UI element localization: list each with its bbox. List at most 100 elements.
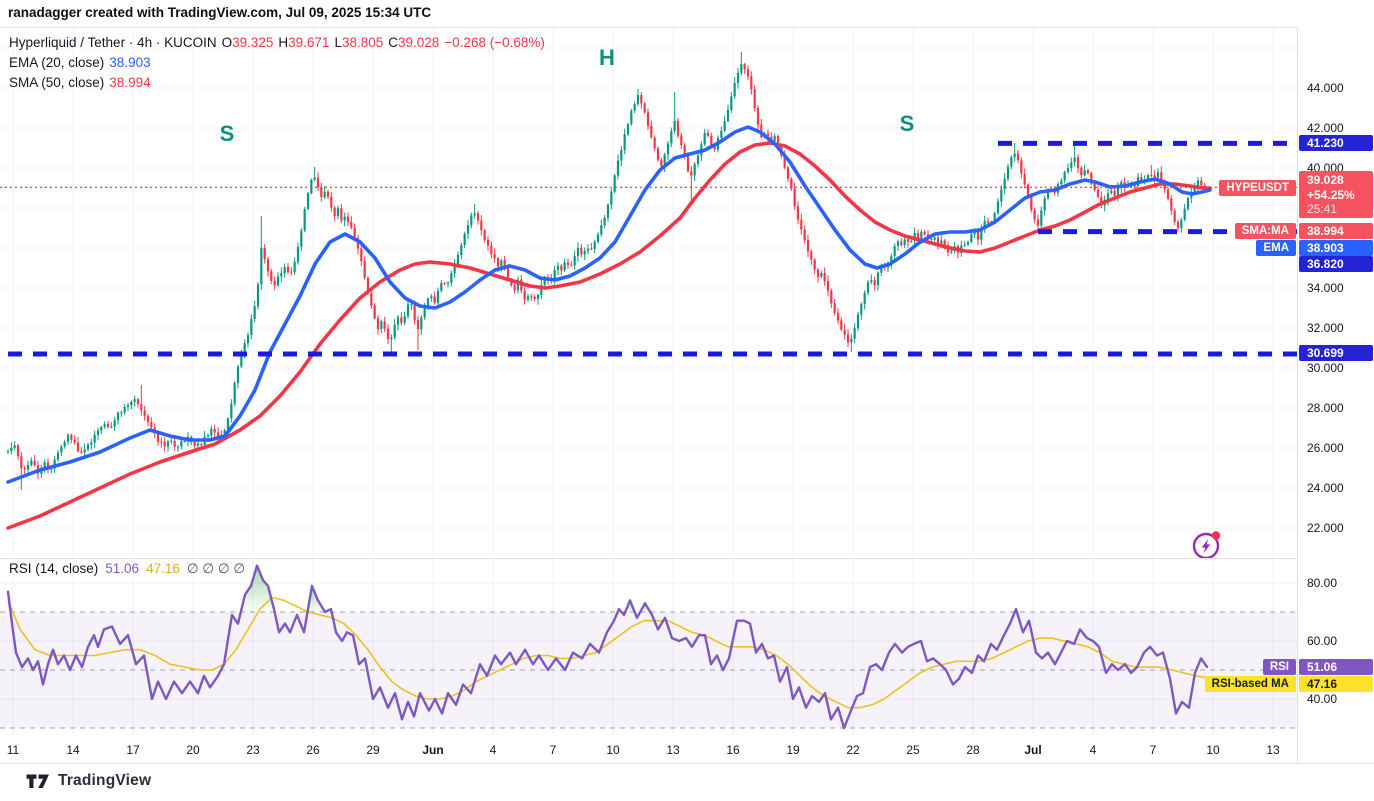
symbol-title[interactable]: Hyperliquid / Tether · 4h · KUCOIN	[9, 35, 217, 50]
ohlc-close: C39.028	[388, 35, 440, 50]
tradingview-logo[interactable]: TradingView	[26, 772, 151, 790]
candle-body	[816, 269, 820, 277]
candle-body	[733, 82, 736, 97]
candle-body	[636, 95, 640, 105]
sma-pill[interactable]: SMA:MA	[1234, 223, 1296, 239]
time-tick-label: 4	[1089, 743, 1097, 757]
rsi-tick-label: 60.00	[1307, 634, 1338, 648]
candle-body	[490, 245, 493, 255]
sma-line[interactable]	[6, 141, 1212, 530]
candle-body	[253, 306, 256, 319]
rsi-ma-pill[interactable]: RSI-based MA	[1204, 676, 1296, 692]
pane-separator[interactable]	[0, 558, 1374, 559]
flash-icon[interactable]	[1192, 531, 1221, 560]
candle-body	[940, 240, 943, 247]
candle-body	[206, 435, 210, 437]
candle-body	[20, 456, 23, 468]
candle-body	[646, 112, 650, 126]
candle-body	[576, 248, 580, 257]
candle-body	[1200, 180, 1203, 186]
candle-body	[163, 441, 166, 447]
candle-body	[806, 240, 810, 252]
rsi-line[interactable]	[6, 564, 1209, 730]
candle-body	[106, 424, 110, 427]
candle-body	[180, 441, 183, 447]
candle-body	[330, 196, 333, 208]
ema-legend-row[interactable]: EMA (20, close) 38.903	[9, 53, 545, 73]
candle-body	[256, 284, 260, 307]
candle-body	[226, 418, 230, 431]
pattern-marker[interactable]: H	[599, 45, 615, 70]
candle-body	[1113, 190, 1116, 196]
sma-legend-row[interactable]: SMA (50, close) 38.994	[9, 73, 545, 93]
candle-body	[503, 260, 506, 267]
candle-body	[213, 428, 216, 433]
candle-body	[323, 191, 326, 198]
candle-body	[803, 229, 806, 241]
candle-body	[676, 121, 680, 136]
candle-body	[210, 428, 213, 436]
rsi-pill[interactable]: RSI	[1262, 659, 1296, 675]
candle-body	[920, 231, 923, 239]
candle-body	[493, 254, 496, 259]
candle-body	[446, 282, 450, 284]
candle-body	[113, 420, 116, 427]
last-price-value: 39.028	[1307, 173, 1344, 187]
candle-body	[773, 135, 776, 142]
candle-body	[740, 64, 743, 73]
candle-body	[523, 290, 526, 300]
candle-body	[766, 133, 770, 137]
candle-body	[1116, 187, 1120, 196]
rsi-legend-row[interactable]: RSI (14, close) 51.06 47.16 ∅ ∅ ∅ ∅	[9, 561, 245, 577]
candle-body	[736, 72, 740, 83]
candle-body	[563, 262, 566, 271]
candle-body	[786, 167, 790, 179]
candle-body	[533, 296, 536, 300]
candle-body	[473, 213, 476, 216]
candle-body	[643, 103, 646, 113]
time-axis[interactable]: 11 14 17 20 23 26 29 Jun 4 7 10 13 16 19 22 25 28 Jul 4 7 10…	[0, 737, 1297, 763]
candle-body	[1036, 219, 1040, 226]
candle-body	[46, 462, 50, 469]
pattern-marker[interactable]: S	[220, 121, 235, 146]
ema-pill[interactable]: EMA	[1256, 240, 1296, 256]
ema-line[interactable]	[6, 125, 1212, 484]
candle-body	[853, 328, 856, 339]
rsi-tick-label: 80.00	[1307, 576, 1338, 590]
candle-body	[340, 208, 343, 221]
candle-body	[903, 239, 906, 246]
symbol-row[interactable]: Hyperliquid / Tether · 4h · KUCOIN O39.3…	[9, 33, 545, 53]
candle-body	[1063, 172, 1066, 181]
candle-body	[280, 273, 283, 277]
candle-body	[890, 256, 893, 265]
candle-body	[76, 442, 80, 452]
candle-body	[456, 254, 460, 265]
candle-body	[326, 191, 330, 197]
candle-body	[966, 242, 970, 245]
candle-body	[713, 145, 716, 150]
candle-body	[436, 290, 440, 303]
pattern-marker[interactable]: S	[900, 111, 915, 136]
rsi-ma-line[interactable]	[7, 596, 1209, 709]
candle-body	[250, 318, 253, 335]
candle-body	[680, 135, 683, 146]
candle-body	[696, 155, 700, 164]
symbol-pill[interactable]: HYPEUSDT	[1219, 180, 1296, 196]
candle-body	[850, 338, 853, 343]
candle-body	[626, 123, 630, 135]
candle-body	[893, 246, 896, 257]
candle-body	[1030, 196, 1033, 211]
candle-body	[360, 248, 363, 262]
candle-body	[1150, 175, 1153, 176]
rsi-value: 51.06	[105, 561, 140, 576]
candle-body	[216, 432, 220, 439]
candle-body	[570, 264, 573, 266]
candle-body	[1173, 210, 1176, 222]
candle-body	[516, 279, 520, 291]
chart-legend: Hyperliquid / Tether · 4h · KUCOIN O39.3…	[9, 33, 545, 93]
candle-body	[176, 446, 180, 448]
top-border	[0, 27, 1374, 28]
candle-body	[136, 399, 140, 405]
candle-body	[1033, 210, 1036, 220]
